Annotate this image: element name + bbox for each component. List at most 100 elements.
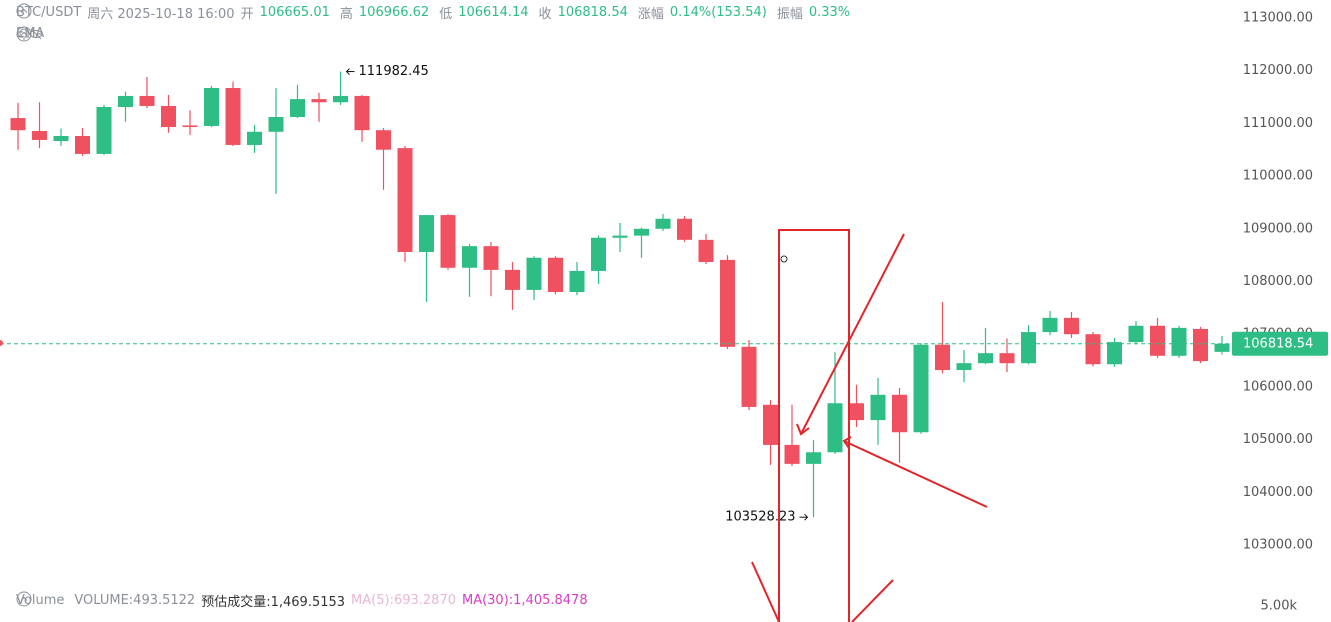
candle-body	[548, 257, 563, 293]
candle-body	[397, 148, 413, 252]
datetime: 周六 2025-10-18 16:00	[87, 7, 235, 22]
low-value: 106614.14	[458, 5, 529, 20]
candle-body	[591, 237, 606, 271]
candle-body	[612, 235, 628, 238]
candle-body	[505, 269, 520, 290]
y-tick-label: 105000.00	[1243, 432, 1313, 447]
bell-icon	[19, 28, 29, 40]
candle-body	[96, 107, 112, 154]
symbol: BTC/USDT	[16, 5, 82, 20]
change-value: 0.14%(153.54)	[669, 5, 767, 20]
candle-body	[870, 394, 886, 421]
pointer-head	[345, 68, 350, 75]
y-tick-label: 111000.00	[1243, 116, 1313, 131]
candle-body	[849, 403, 864, 421]
candle-body	[784, 444, 800, 464]
arrow	[851, 579, 894, 622]
open-label: 开	[240, 7, 254, 22]
amplitude-label: 振幅	[776, 7, 803, 22]
candle-body	[892, 394, 907, 433]
ohlc-header: BTC/USDT 周六 2025-10-18 16:00 开 106665.01 …	[16, 3, 854, 22]
last-price-label: 106818.54	[1243, 336, 1313, 351]
candle-body	[569, 270, 585, 293]
candle-body	[1085, 334, 1101, 365]
close-label: 收	[538, 7, 552, 22]
open-value: 106665.01	[259, 5, 330, 20]
collapse-icon[interactable]	[16, 26, 32, 42]
candle-body	[763, 404, 778, 445]
candle-body	[376, 130, 391, 150]
candle-body	[1150, 325, 1165, 356]
low-label: 低	[439, 7, 453, 22]
arrow-head	[796, 423, 810, 436]
candle-body	[978, 353, 993, 364]
y-tick-label: 110000.00	[1243, 169, 1313, 184]
pointer-head	[804, 513, 809, 521]
y-tick-label: 103000.00	[1243, 538, 1313, 553]
y-tick-label: 106000.00	[1243, 379, 1313, 394]
candle-body	[440, 215, 456, 268]
candle-body	[677, 218, 692, 240]
candle-body	[53, 135, 69, 142]
arrow	[800, 233, 905, 435]
candle-body	[1107, 342, 1122, 365]
candle-body	[32, 130, 47, 140]
candle-body	[526, 257, 542, 290]
candle-body	[483, 246, 499, 270]
low-label: 103528.23	[725, 510, 795, 525]
candle-body	[999, 353, 1015, 364]
volume-axis-label: 5.00k	[1261, 599, 1298, 614]
candle-body	[333, 95, 348, 103]
candle-body	[935, 344, 950, 371]
candle-body	[225, 88, 241, 145]
candle-body	[913, 344, 929, 433]
amplitude-value: 0.33%	[808, 5, 851, 20]
candle-body	[827, 403, 843, 453]
highlight-box	[778, 229, 850, 622]
candle-body	[268, 117, 284, 132]
y-tick-label: 109000.00	[1243, 221, 1313, 236]
candle-body	[1021, 332, 1036, 364]
candle-body	[634, 228, 649, 236]
close-value: 106818.54	[557, 5, 628, 20]
candle-body	[1193, 328, 1208, 362]
arrow	[751, 561, 780, 622]
indicator-row: EMA	[16, 26, 44, 42]
y-tick-label: 112000.00	[1243, 63, 1313, 78]
ma30: MA(30):1,405.8478	[461, 593, 588, 608]
change-label: 涨幅	[637, 7, 664, 22]
candle-body	[806, 452, 821, 464]
y-tick-label: 104000.00	[1243, 485, 1313, 500]
annotation-drawing	[751, 229, 988, 622]
ma5: MA(5):693.2870	[351, 593, 456, 608]
candle-body	[75, 135, 90, 154]
candle-body	[204, 88, 219, 126]
candle-body	[139, 95, 155, 106]
candle-body	[1128, 325, 1144, 343]
hide-icon[interactable]	[28, 26, 44, 42]
candle-body	[1042, 317, 1058, 333]
volume-header: Volume VOLUME:493.5122 预估成交量:1,469.5153 …	[16, 591, 588, 610]
candle-body	[247, 131, 262, 145]
collapse-icon[interactable]	[16, 3, 32, 19]
candle-body	[10, 118, 26, 131]
candle-body	[419, 215, 434, 252]
high-label: 111982.45	[359, 64, 429, 79]
drawing-point	[780, 255, 788, 263]
candle-body	[182, 125, 198, 128]
estimated-volume: 预估成交量:1,469.5153	[201, 595, 346, 610]
candle-body	[741, 346, 757, 407]
y-tick-label: 113000.00	[1243, 10, 1313, 25]
candle-body	[354, 95, 370, 131]
arrow-head	[842, 436, 852, 449]
candle-body	[1171, 327, 1187, 356]
candle-body	[311, 99, 327, 103]
last-price-box	[1232, 331, 1328, 356]
collapse-icon[interactable]	[16, 591, 32, 607]
edge-marker	[0, 340, 3, 346]
candle-body	[462, 246, 477, 268]
y-tick-label: 108000.00	[1243, 274, 1313, 289]
candle-body	[698, 239, 714, 262]
candle-body	[1214, 343, 1230, 352]
